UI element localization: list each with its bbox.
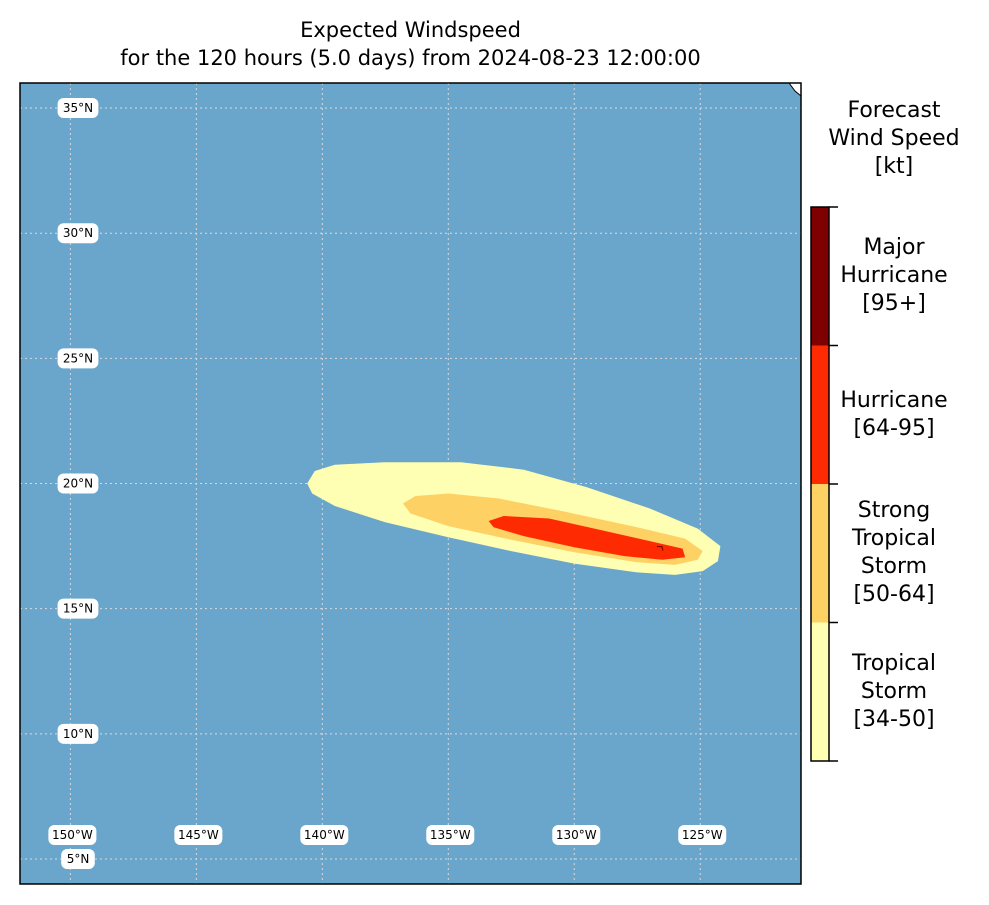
map-title-line-1: Expected Windspeed bbox=[300, 18, 521, 42]
legend-label-3-0: Tropical bbox=[852, 650, 936, 676]
svg-text:5°N: 5°N bbox=[67, 852, 90, 866]
colorbar-segment-0 bbox=[811, 207, 829, 346]
swath-hurricane bbox=[488, 516, 686, 560]
lat-label-20: 20°N bbox=[57, 473, 99, 494]
lat-label-30: 30°N bbox=[57, 223, 99, 244]
svg-text:25°N: 25°N bbox=[63, 351, 93, 365]
legend-label-1-0: Hurricane bbox=[840, 387, 948, 413]
svg-text:145°W: 145°W bbox=[178, 828, 219, 842]
colorbar bbox=[810, 206, 838, 762]
legend-label-0-0: Major bbox=[863, 235, 925, 261]
legend-label-2-0: Strong bbox=[857, 498, 931, 524]
colorbar-segment-2 bbox=[811, 484, 829, 623]
wind-swaths bbox=[307, 462, 721, 575]
svg-text:15°N: 15°N bbox=[63, 602, 93, 616]
lon-label-145: 145°W bbox=[174, 825, 223, 845]
colorbar-segment-3 bbox=[811, 622, 829, 761]
legend-label-2-3: [50-64] bbox=[853, 582, 935, 608]
legend-title-line-1: Forecast bbox=[847, 98, 941, 123]
svg-text:125°W: 125°W bbox=[682, 828, 723, 842]
lat-label-15: 15°N bbox=[57, 598, 99, 619]
lat-label-25: 25°N bbox=[57, 348, 99, 369]
lon-label-140: 140°W bbox=[300, 825, 349, 845]
svg-text:20°N: 20°N bbox=[63, 477, 93, 491]
lon-label-150: 150°W bbox=[48, 825, 97, 845]
lat-label-10: 10°N bbox=[57, 723, 99, 744]
svg-text:150°W: 150°W bbox=[52, 828, 93, 842]
legend-label-0-1: Hurricane bbox=[840, 263, 948, 289]
lat-label-5: 5°N bbox=[61, 848, 95, 869]
colorbar-segment-1 bbox=[811, 345, 829, 484]
map-title-line-2: for the 120 hours (5.0 days) from 2024-0… bbox=[120, 46, 701, 70]
legend-title-line-2: Wind Speed bbox=[828, 126, 960, 151]
lon-label-130: 130°W bbox=[552, 825, 601, 845]
storm-marker bbox=[656, 545, 664, 551]
legend-label-2-1: Tropical bbox=[852, 526, 936, 552]
legend-label-3-1: Storm bbox=[860, 678, 928, 704]
svg-text:130°W: 130°W bbox=[556, 828, 597, 842]
legend-title-line-3: [kt] bbox=[874, 154, 914, 179]
svg-text:140°W: 140°W bbox=[304, 828, 345, 842]
svg-text:135°W: 135°W bbox=[430, 828, 471, 842]
lon-label-125: 125°W bbox=[678, 825, 727, 845]
legend-label-3-2: [34-50] bbox=[853, 706, 935, 732]
svg-text:35°N: 35°N bbox=[63, 101, 93, 115]
legend-label-0-2: [95+] bbox=[862, 291, 926, 317]
lon-label-135: 135°W bbox=[426, 825, 475, 845]
coastline-corner bbox=[788, 83, 801, 97]
tick-labels: 35°N 30°N 25°N 20°N 15°N 10°N 5°N 150°W 145°W 140… bbox=[48, 98, 727, 869]
storm-position-marker bbox=[656, 545, 664, 551]
legend-label-1-1: [64-95] bbox=[853, 415, 935, 441]
svg-text:10°N: 10°N bbox=[63, 727, 93, 741]
lat-label-35: 35°N bbox=[57, 98, 99, 119]
svg-text:30°N: 30°N bbox=[63, 226, 93, 240]
legend-label-2-2: Storm bbox=[860, 554, 928, 580]
map-frame bbox=[19, 82, 802, 885]
